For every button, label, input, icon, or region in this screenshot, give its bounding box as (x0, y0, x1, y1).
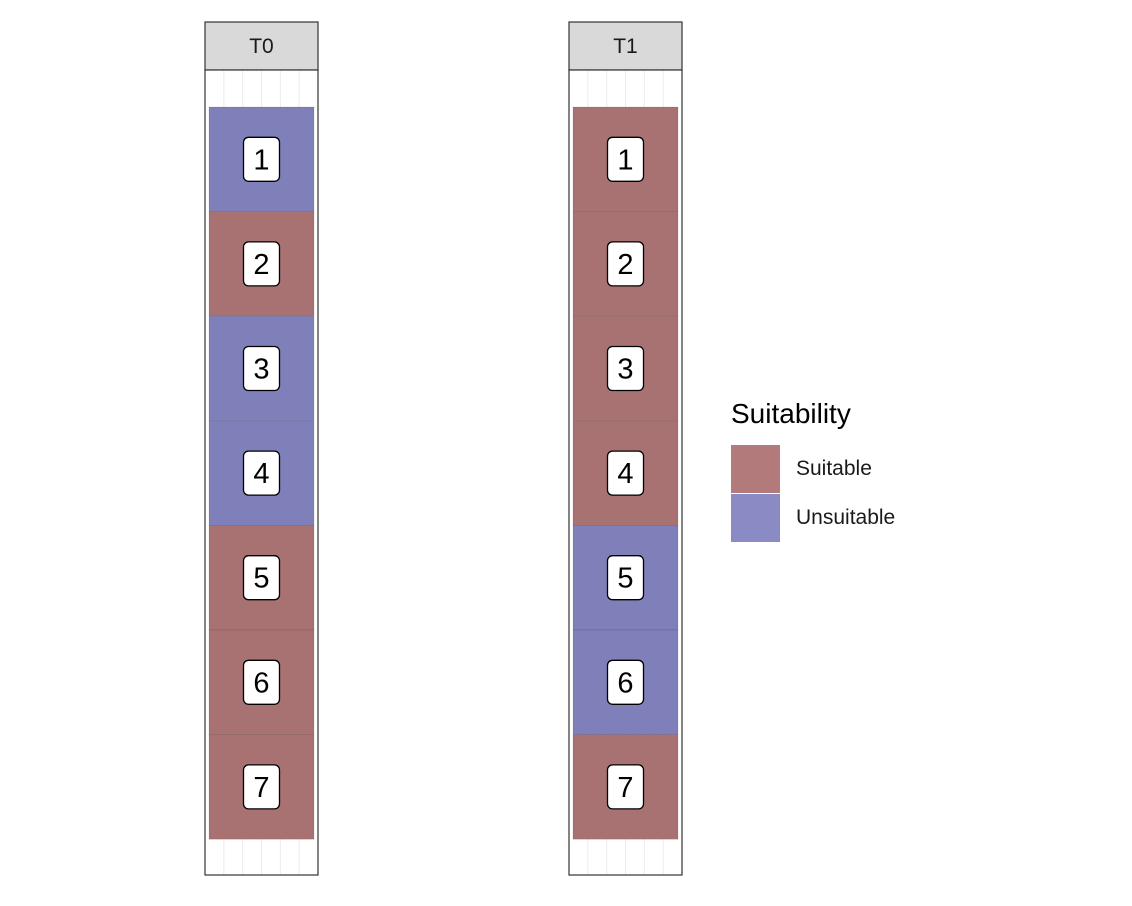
legend-item-unsuitable: Unsuitable (731, 493, 895, 542)
tile-label-t1-1: 1 (617, 144, 633, 176)
panel-border (568, 69, 683, 876)
tile-label-box (606, 555, 645, 601)
legend-item-suitable: Suitable (731, 444, 895, 493)
tile-label-t0-2: 2 (253, 249, 269, 281)
tile-label-box (606, 450, 645, 496)
tile-label-box (606, 764, 645, 810)
tile-label-box (242, 450, 281, 496)
tile-label-t0-4: 4 (253, 458, 269, 490)
facet-strip-label: T0 (249, 35, 274, 58)
legend-key-suitable (731, 444, 780, 493)
tile-label-t1-7: 7 (617, 772, 633, 804)
tile-label-box (606, 345, 645, 392)
tile-label-box (242, 659, 281, 705)
tile-label-t1-5: 5 (617, 563, 633, 595)
tile-label-box (242, 555, 281, 601)
tile-label-t0-1: 1 (253, 144, 269, 176)
tile-label-t1-2: 2 (617, 249, 633, 281)
tile-label-box (242, 345, 281, 392)
legend-label-suitable: Suitable (796, 456, 872, 480)
tile-label-t0-3: 3 (253, 354, 269, 386)
tile-label-box (242, 241, 281, 287)
facet-strip (568, 21, 683, 71)
tile-label-t1-3: 3 (617, 354, 633, 386)
tile-label-box (242, 136, 281, 182)
tile-label-box (606, 659, 645, 705)
tile-label-box (242, 764, 281, 810)
tile-label-t0-6: 6 (253, 667, 269, 699)
tile-t0-7 (208, 734, 315, 840)
tile-label-t1-6: 6 (617, 667, 633, 699)
facet-strip-label: T1 (613, 35, 638, 58)
tile-label-box (606, 136, 645, 182)
legend-title: Suitability (731, 398, 851, 429)
facet-panel-t1: T1 1 2 3 4 5 6 7 (568, 21, 683, 876)
legend: Suitability Suitable Unsuitable (731, 396, 895, 542)
facet-panel-t0: T0 1 2 3 4 5 6 7 (204, 21, 319, 876)
legend-label-unsuitable: Unsuitable (796, 505, 896, 529)
tile-label-t0-7: 7 (253, 772, 269, 804)
tile-label-t1-4: 4 (617, 458, 633, 490)
tile-label-box (606, 241, 645, 287)
facet-strip (204, 21, 319, 71)
tile-label-t0-5: 5 (253, 563, 269, 595)
panel-border (204, 69, 319, 876)
legend-key-unsuitable (731, 493, 780, 542)
